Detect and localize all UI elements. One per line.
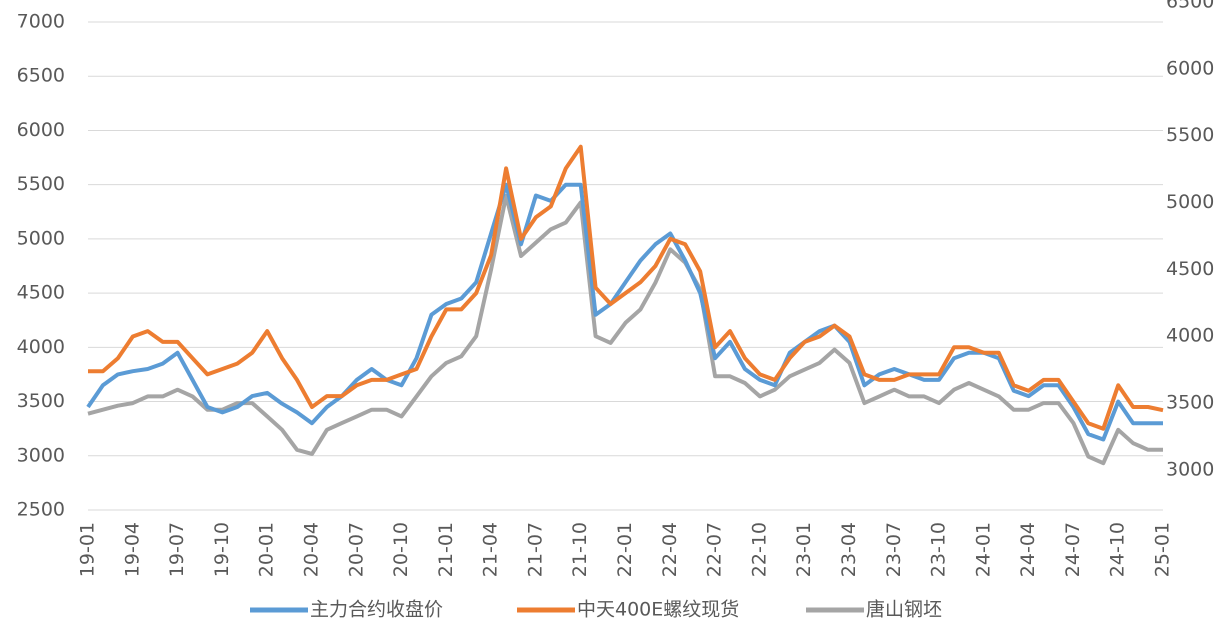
y-tick-label: 7000 (17, 11, 65, 33)
x-tick-label: 20-04 (300, 522, 322, 577)
y-tick-label: 4500 (17, 282, 65, 304)
x-tick-label: 24-04 (1017, 522, 1039, 577)
x-tick-label: 20-10 (390, 522, 412, 577)
x-tick-label: 23-10 (928, 522, 950, 577)
legend-label: 唐山钢坯 (866, 599, 942, 621)
y-tick-label: 6500 (17, 65, 65, 87)
x-tick-label: 24-01 (972, 522, 994, 577)
x-tick-label: 19-01 (77, 522, 99, 577)
y-tick-label: 6000 (17, 119, 65, 141)
y2-tick-label: 6500 (1166, 0, 1214, 13)
y2-tick-label: 3500 (1166, 392, 1214, 414)
x-tick-label: 19-10 (211, 522, 233, 577)
x-tick-label: 21-04 (480, 522, 502, 577)
x-tick-label: 21-01 (435, 522, 457, 577)
x-tick-label: 23-01 (793, 522, 815, 577)
y-tick-label: 5000 (17, 227, 65, 249)
y-tick-label: 3000 (17, 444, 65, 466)
y-tick-label: 2500 (17, 499, 65, 521)
y-tick-label: 4000 (17, 336, 65, 358)
legend-label: 中天400E螺纹现货 (577, 599, 739, 621)
x-tick-label: 22-10 (748, 522, 770, 577)
x-tick-label: 21-07 (524, 522, 546, 577)
x-tick-label: 21-10 (569, 522, 591, 577)
x-tick-label: 25-01 (1152, 522, 1174, 577)
y-tick-label: 3500 (17, 390, 65, 412)
x-tick-label: 19-04 (121, 522, 143, 577)
x-tick-label: 23-07 (883, 522, 905, 577)
x-tick-label: 24-07 (1062, 522, 1084, 577)
y2-tick-label: 6000 (1166, 57, 1214, 79)
y2-tick-label: 4000 (1166, 325, 1214, 347)
x-tick-label: 20-01 (256, 522, 278, 577)
x-tick-label: 22-01 (614, 522, 636, 577)
x-tick-label: 20-07 (345, 522, 367, 577)
x-tick-label: 24-10 (1107, 522, 1129, 577)
y2-tick-label: 5000 (1166, 191, 1214, 213)
x-tick-label: 22-07 (704, 522, 726, 577)
y-tick-label: 5500 (17, 173, 65, 195)
x-tick-label: 23-04 (838, 522, 860, 577)
y2-tick-label: 3000 (1166, 458, 1214, 480)
series-line (88, 144, 1164, 431)
series-line (87, 193, 1163, 466)
legend-label: 主力合约收盘价 (310, 599, 443, 621)
y2-tick-label: 5500 (1166, 124, 1214, 146)
x-tick-label: 19-07 (166, 522, 188, 577)
y2-tick-label: 4500 (1166, 258, 1214, 280)
x-tick-label: 22-04 (659, 522, 681, 577)
